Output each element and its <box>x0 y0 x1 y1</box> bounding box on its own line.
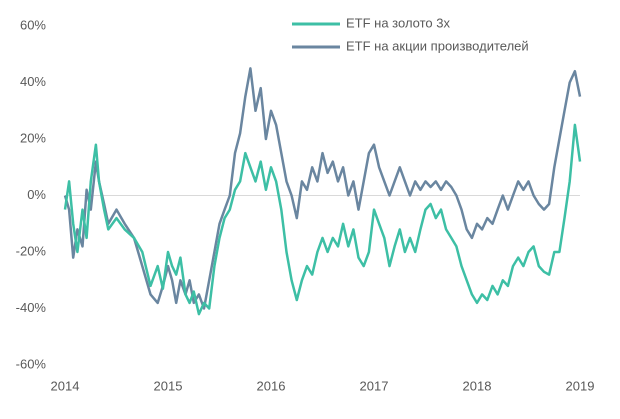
legend-label: ETF на золото 3x <box>346 15 451 30</box>
legend-label: ETF на акции производителей <box>346 38 529 53</box>
y-tick-label: -40% <box>16 300 47 315</box>
series-line <box>63 67 582 310</box>
y-tick-label: 0% <box>27 187 46 202</box>
x-tick-label: 2014 <box>51 378 80 393</box>
y-tick-label: -60% <box>16 356 47 371</box>
x-tick-label: 2018 <box>463 378 492 393</box>
y-tick-label: 20% <box>20 130 46 145</box>
y-tick-label: -20% <box>16 243 47 258</box>
x-tick-label: 2017 <box>360 378 389 393</box>
series-line <box>63 123 582 316</box>
x-tick-label: 2016 <box>257 378 286 393</box>
x-tick-label: 2015 <box>154 378 183 393</box>
y-tick-label: 40% <box>20 74 46 89</box>
y-tick-label: 60% <box>20 17 46 32</box>
x-tick-label: 2019 <box>566 378 595 393</box>
